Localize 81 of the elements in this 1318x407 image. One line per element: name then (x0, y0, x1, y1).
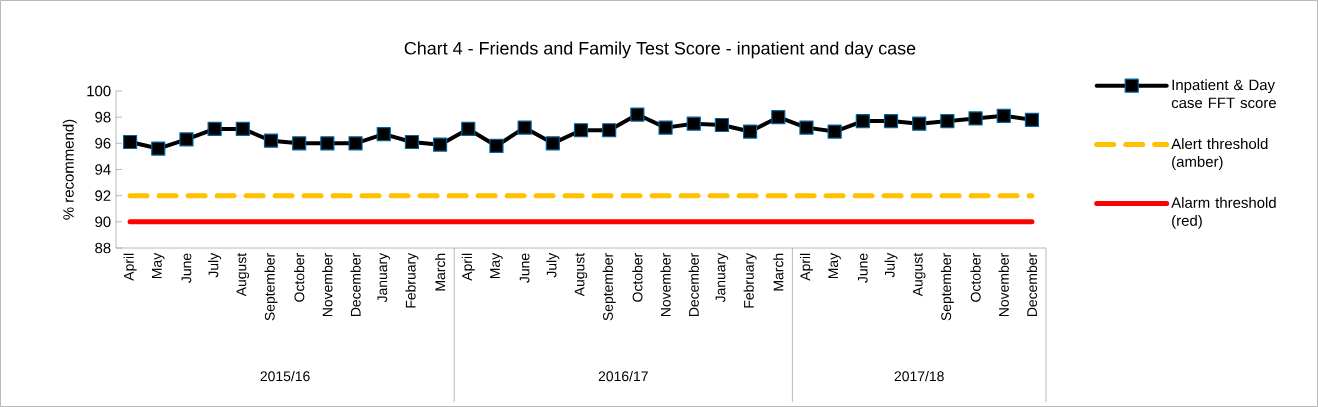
x-tick-label: May (828, 252, 841, 279)
chart-title: Chart 4 - Friends and Family Test Score - inpatient and day case (404, 41, 916, 59)
x-tick-label: July (884, 252, 898, 278)
x-tick-label: February (743, 252, 757, 308)
legend-label: Alarm threshold (red) (1171, 197, 1276, 229)
x-tick-label: June (857, 253, 868, 283)
point (179, 132, 194, 147)
x-tick-label: April (123, 253, 137, 281)
x-tick-label: January (377, 252, 390, 303)
text: 2016/17 (598, 370, 648, 382)
x-tick-label: March (434, 253, 446, 291)
point (912, 116, 927, 131)
x-tick-label: May (152, 252, 165, 279)
point (320, 136, 335, 151)
x-tick-label: August (236, 252, 250, 297)
y-tick-label: 94 (95, 164, 111, 175)
x-tick-label: November (660, 253, 671, 317)
point (940, 113, 955, 129)
x-tick-label: June (519, 253, 530, 283)
x-tick-label: September (264, 253, 278, 321)
point (545, 136, 560, 151)
x-tick-label: October (294, 253, 305, 302)
x-tick-label: May (490, 252, 503, 279)
point (714, 117, 730, 133)
x-tick-label: December (1026, 253, 1038, 317)
point (235, 121, 250, 137)
point (432, 137, 448, 152)
x-tick-label: April (799, 253, 813, 281)
x-tick-label: November (998, 253, 1009, 317)
point (207, 121, 222, 137)
y-axis-title: % recommend) (62, 119, 77, 220)
x-tick-label: January (715, 252, 729, 303)
point (122, 134, 138, 150)
point (686, 116, 701, 131)
point (771, 110, 786, 125)
y-tick-label: 92 (95, 190, 111, 201)
point (348, 136, 363, 151)
text: 2015/16 (260, 370, 310, 382)
point (1024, 112, 1040, 127)
point (517, 120, 532, 135)
legend-label: Alert threshold (amber) (1171, 138, 1268, 170)
x-tick-label: September (940, 253, 954, 321)
point (573, 123, 589, 138)
point (630, 107, 645, 122)
x-tick-label: March (773, 253, 784, 291)
point (743, 124, 758, 139)
y-tick-label: 90 (95, 216, 111, 228)
point (461, 121, 476, 137)
x-tick-label: October (970, 253, 981, 302)
point (292, 136, 307, 151)
point (996, 108, 1011, 123)
x-tick-label: December (688, 253, 699, 317)
x-tick-label: June (181, 253, 192, 283)
x-tick-label: September (602, 253, 616, 321)
x-tick-label: February (405, 252, 419, 308)
point (855, 113, 870, 129)
x-tick-label: August (574, 252, 588, 297)
point (883, 113, 899, 129)
y-tick-label: 88 (95, 242, 111, 254)
point (799, 120, 814, 135)
y-tick-label: 100 (87, 85, 111, 97)
point (263, 133, 279, 148)
point (376, 127, 391, 142)
x-tick-label: October (632, 253, 643, 302)
point (827, 124, 842, 139)
point (404, 134, 420, 150)
x-tick-label: November (322, 253, 333, 317)
x-tick-label: December (350, 253, 361, 317)
x-tick-label: July (546, 252, 560, 278)
x-tick-label: July (208, 252, 222, 278)
point (602, 123, 617, 138)
y-tick-label: 96 (95, 138, 111, 149)
x-tick-label: April (461, 253, 475, 281)
y-tick-label: 98 (95, 111, 111, 123)
point (658, 120, 673, 135)
text: 2017/18 (894, 370, 944, 382)
legend-label: Inpatient & Day case FFT score (1171, 79, 1276, 109)
point (489, 138, 504, 154)
x-tick-label: August (912, 252, 926, 297)
point (968, 111, 983, 126)
point (151, 141, 166, 156)
